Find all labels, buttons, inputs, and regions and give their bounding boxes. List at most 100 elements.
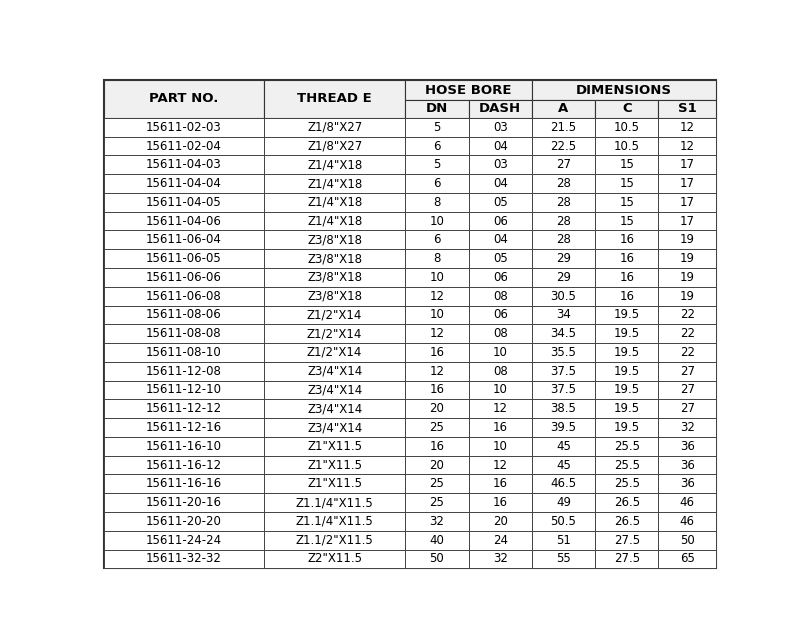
Bar — [406, 137, 469, 155]
Text: Z1.1/4"X11.5: Z1.1/4"X11.5 — [296, 515, 374, 528]
Text: 20: 20 — [493, 515, 508, 528]
Bar — [104, 474, 264, 493]
Bar — [104, 80, 264, 118]
Text: ANYING: ANYING — [579, 266, 628, 291]
Bar — [104, 493, 264, 512]
Text: HYDRAULIC: HYDRAULIC — [130, 414, 186, 447]
Bar — [595, 399, 658, 418]
Bar — [406, 381, 469, 399]
Text: HYDRAULIC: HYDRAULIC — [199, 274, 257, 302]
Text: 15: 15 — [619, 159, 634, 171]
Text: ANYING: ANYING — [230, 181, 279, 207]
Text: 51: 51 — [556, 534, 571, 546]
Bar — [658, 418, 716, 437]
Text: 25: 25 — [430, 421, 445, 434]
Text: ANYING: ANYING — [184, 358, 233, 384]
Bar — [406, 230, 469, 249]
Bar — [595, 118, 658, 137]
Bar — [532, 437, 595, 456]
Bar — [658, 550, 716, 568]
Text: 10: 10 — [430, 271, 445, 284]
Text: 15611-20-16: 15611-20-16 — [146, 496, 222, 509]
Text: ANYING: ANYING — [176, 451, 225, 476]
Bar — [595, 362, 658, 381]
Bar — [406, 174, 469, 193]
Bar — [532, 531, 595, 550]
Text: ANYING: ANYING — [169, 148, 217, 178]
Text: 6: 6 — [434, 233, 441, 247]
Bar — [104, 343, 264, 362]
Bar — [264, 268, 406, 287]
Bar — [469, 118, 532, 137]
Text: 16: 16 — [493, 496, 508, 509]
Bar — [532, 80, 716, 100]
Text: 12: 12 — [493, 458, 508, 472]
Bar — [658, 100, 716, 118]
Text: 15: 15 — [619, 177, 634, 190]
Bar — [406, 212, 469, 230]
Bar — [104, 212, 264, 230]
Bar — [658, 137, 716, 155]
Text: 15611-06-04: 15611-06-04 — [146, 233, 222, 247]
Text: 19.5: 19.5 — [614, 308, 640, 322]
Text: 6: 6 — [434, 139, 441, 153]
Bar — [595, 418, 658, 437]
Bar — [658, 249, 716, 268]
Bar — [658, 531, 716, 550]
Text: S1: S1 — [678, 103, 697, 116]
Text: ANYING: ANYING — [118, 318, 166, 347]
Text: 12: 12 — [680, 139, 694, 153]
Bar — [469, 362, 532, 381]
Text: 45: 45 — [556, 458, 571, 472]
Text: 5: 5 — [434, 159, 441, 171]
Text: 26.5: 26.5 — [614, 515, 640, 528]
Bar — [532, 100, 595, 118]
Bar — [595, 174, 658, 193]
Text: ANYING: ANYING — [587, 404, 636, 430]
Text: ANYING: ANYING — [603, 202, 651, 232]
Bar — [406, 418, 469, 437]
Text: 15611-16-10: 15611-16-10 — [146, 440, 222, 453]
Text: 22: 22 — [680, 327, 694, 340]
Text: DIMENSIONS: DIMENSIONS — [576, 83, 672, 97]
Bar — [104, 287, 264, 306]
Text: 15611-20-20: 15611-20-20 — [146, 515, 222, 528]
Text: 20: 20 — [430, 458, 445, 472]
Text: 65: 65 — [680, 552, 694, 566]
Bar — [658, 456, 716, 474]
Text: 38.5: 38.5 — [550, 403, 577, 415]
Bar — [532, 550, 595, 568]
Text: 15611-12-08: 15611-12-08 — [146, 365, 222, 377]
Bar — [658, 512, 716, 531]
Text: 16: 16 — [430, 346, 445, 359]
Bar — [264, 137, 406, 155]
Text: Z1"X11.5: Z1"X11.5 — [307, 478, 362, 490]
Text: 12: 12 — [430, 365, 445, 377]
Text: 19: 19 — [680, 271, 694, 284]
Text: 12: 12 — [680, 121, 694, 134]
Bar — [469, 381, 532, 399]
Text: Z3/4"X14: Z3/4"X14 — [307, 421, 362, 434]
Bar — [595, 306, 658, 324]
Bar — [595, 456, 658, 474]
Text: ANYING: ANYING — [486, 327, 535, 353]
Bar — [658, 474, 716, 493]
Bar — [595, 230, 658, 249]
Text: 15611-24-24: 15611-24-24 — [146, 534, 222, 546]
Text: Z1/4"X18: Z1/4"X18 — [307, 159, 362, 171]
Text: HYDRAULIC: HYDRAULIC — [642, 464, 698, 497]
Text: 10: 10 — [430, 308, 445, 322]
Bar — [406, 399, 469, 418]
Text: 19.5: 19.5 — [614, 327, 640, 340]
Bar — [264, 230, 406, 249]
Text: HYDRAULIC: HYDRAULIC — [432, 279, 489, 312]
Text: 22: 22 — [680, 308, 694, 322]
Bar — [532, 212, 595, 230]
Text: 27: 27 — [680, 403, 694, 415]
Text: ANYING: ANYING — [122, 406, 170, 436]
Bar — [658, 306, 716, 324]
Bar — [104, 306, 264, 324]
Bar — [658, 399, 716, 418]
Text: 19: 19 — [680, 290, 694, 302]
Text: 34.5: 34.5 — [550, 327, 577, 340]
